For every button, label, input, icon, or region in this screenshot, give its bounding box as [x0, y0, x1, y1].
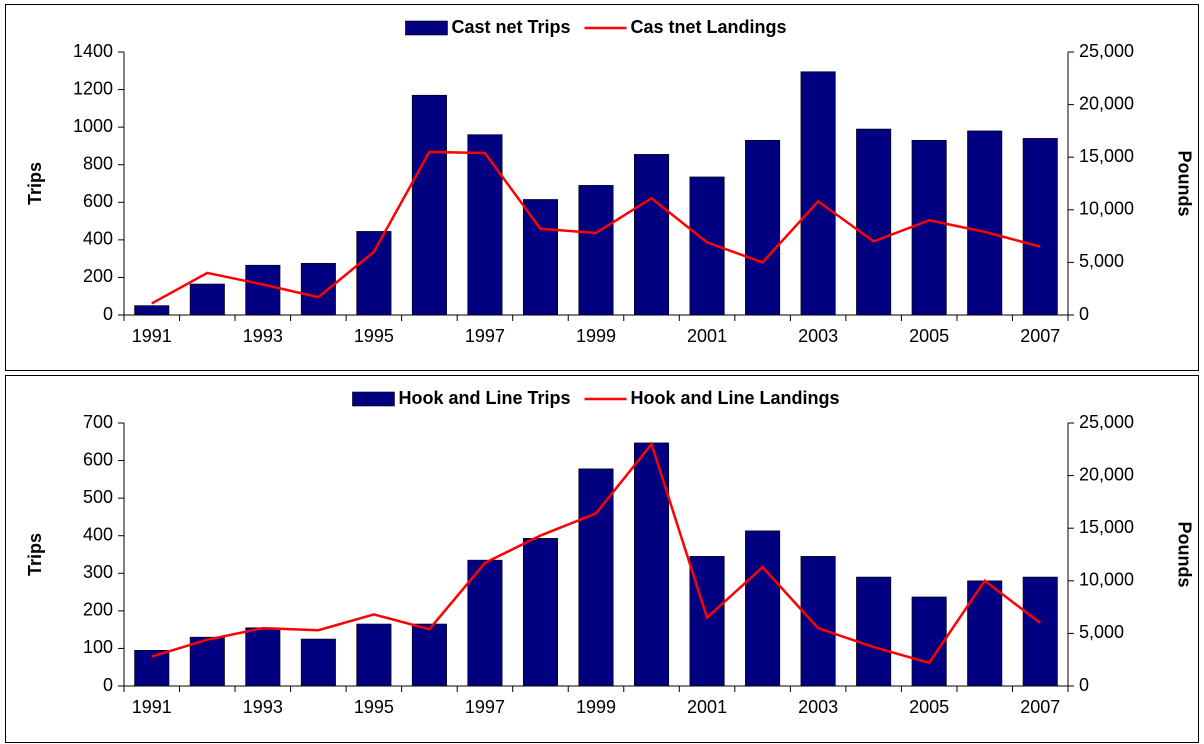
legend-label: Cast net Trips [451, 17, 570, 37]
bar [856, 576, 892, 687]
bar [1022, 576, 1058, 687]
y2-tick-label: 10,000 [1079, 570, 1134, 590]
y2-tick-label: 15,000 [1079, 517, 1134, 537]
bar [300, 638, 336, 687]
x-tick-label: 1997 [465, 697, 505, 717]
x-tick-label: 2005 [909, 326, 949, 346]
line [151, 150, 1041, 305]
bar [467, 559, 503, 687]
bar [356, 231, 392, 316]
legend: Hook and Line Trips Hook and Line Landing… [352, 388, 840, 408]
bar [689, 556, 725, 687]
bar [911, 139, 947, 316]
y2-tick-label: 0 [1079, 675, 1089, 695]
x-tick-label: 1995 [354, 326, 394, 346]
y2-tick-label: 25,000 [1079, 41, 1134, 61]
chart: 0 200 400 600 800 1000 1200 1400 0 5,000 10,000 15,… [5, 4, 1199, 371]
y2-tick-label: 10,000 [1079, 199, 1134, 219]
x-tick-label: 2005 [909, 697, 949, 717]
bar [745, 139, 781, 316]
y-tick-label: 600 [83, 449, 113, 469]
y-tick-label: 0 [103, 675, 113, 695]
bar [578, 468, 614, 687]
x-tick-label: 1997 [465, 326, 505, 346]
legend-label: Hook and Line Landings [631, 388, 840, 408]
x-tick-label: 1991 [132, 326, 172, 346]
y2-tick-label: 25,000 [1079, 412, 1134, 432]
bar [245, 264, 281, 316]
bar [856, 128, 892, 316]
y2-tick-label: 15,000 [1079, 146, 1134, 166]
bar [745, 530, 781, 687]
x-tick-label: 1999 [576, 326, 616, 346]
y-tick-label: 300 [83, 562, 113, 582]
y2-tick-label: 5,000 [1079, 622, 1124, 642]
y-tick-label: 500 [83, 487, 113, 507]
legend-swatch [405, 20, 448, 36]
y-tick-label: 800 [83, 153, 113, 173]
y-tick-label: 1200 [73, 78, 113, 98]
y2-tick-label: 20,000 [1079, 93, 1134, 113]
x-tick-label: 1991 [132, 697, 172, 717]
y-tick-label: 600 [83, 191, 113, 211]
y-tick-label: 400 [83, 229, 113, 249]
bar [189, 283, 225, 316]
chart: 0 100 200 300 400 500 600 700 0 5,000 10,000 15,000… [5, 375, 1199, 743]
x-tick-label: 2003 [798, 326, 838, 346]
x-tick-label: 1993 [243, 326, 283, 346]
y-tick-label: 100 [83, 637, 113, 657]
y-tick-label: 1400 [73, 41, 113, 61]
y-tick-label: 200 [83, 600, 113, 620]
x-tick-label: 1999 [576, 697, 616, 717]
y2-tick-label: 20,000 [1079, 464, 1134, 484]
legend-label: Hook and Line Trips [398, 388, 570, 408]
y-tick-label: 700 [83, 412, 113, 432]
legend-label: Cas tnet Landings [631, 17, 787, 37]
bar [967, 130, 1003, 316]
bar [911, 596, 947, 687]
bar [245, 627, 281, 687]
x-tick-label: 2003 [798, 697, 838, 717]
y-tick-label: 400 [83, 524, 113, 544]
bar [134, 305, 170, 316]
y-axis-title: Trips [25, 533, 45, 576]
bar [522, 199, 558, 316]
y2-axis-title: Pounds [1174, 522, 1194, 588]
legend-swatch [352, 391, 395, 407]
y-tick-label: 200 [83, 266, 113, 286]
x-tick-label: 2007 [1020, 697, 1060, 717]
bar [411, 94, 447, 316]
y2-tick-label: 5,000 [1079, 251, 1124, 271]
line [151, 441, 1041, 665]
x-tick-label: 2007 [1020, 326, 1060, 346]
bar [634, 154, 670, 316]
x-tick-label: 2001 [687, 697, 727, 717]
bar [800, 71, 836, 316]
bar [411, 623, 447, 687]
bar [356, 623, 392, 687]
bar [189, 636, 225, 687]
bar [522, 538, 558, 687]
x-tick-label: 1993 [243, 697, 283, 717]
bar [578, 185, 614, 316]
bar [467, 134, 503, 316]
legend: Cast net Trips Cas tnet Landings [405, 17, 787, 37]
x-tick-label: 1995 [354, 697, 394, 717]
y-axis-title: Trips [25, 162, 45, 205]
y2-tick-label: 0 [1079, 304, 1089, 324]
bar [800, 556, 836, 687]
bar [300, 263, 336, 316]
bar [1022, 138, 1058, 316]
y-tick-label: 0 [103, 304, 113, 324]
y2-axis-title: Pounds [1174, 151, 1194, 217]
x-tick-label: 2001 [687, 326, 727, 346]
y-tick-label: 1000 [73, 116, 113, 136]
